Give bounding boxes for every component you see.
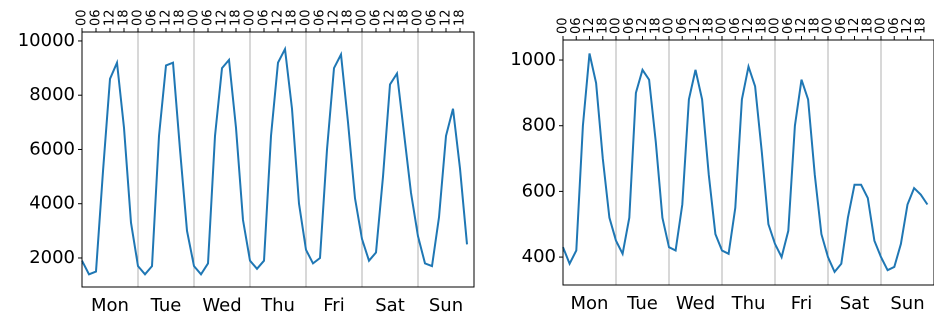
x2-tick-label: 18 [860, 17, 875, 34]
x2-tick-label: 06 [369, 9, 384, 26]
line [81, 45, 468, 276]
x2-tick-label: 00 [187, 9, 202, 26]
x2-tick-label: 06 [89, 9, 104, 26]
x2-tick-label: 00 [768, 17, 783, 34]
x2-tick-label: 18 [648, 17, 663, 34]
y-tick-label: 6000 [29, 138, 75, 159]
x2-tick-label: 12 [327, 9, 342, 26]
x-tick-label: Thu [731, 293, 766, 314]
line [562, 53, 929, 274]
x2-tick-label: 12 [635, 17, 650, 34]
x2-tick-label: 06 [145, 9, 160, 26]
x-tick-label: Sat [375, 295, 405, 316]
x2-tick-label: 12 [439, 9, 454, 26]
x2-tick-label: 12 [847, 17, 862, 34]
x2-tick-label: 18 [173, 9, 188, 26]
x2-tick-label: 06 [313, 9, 328, 26]
x-tick-label: Mon [91, 295, 129, 316]
x2-tick-label: 06 [257, 9, 272, 26]
x2-tick-label: 06 [781, 17, 796, 34]
y-tick-label: 4000 [29, 193, 75, 214]
x2-tick-label: 18 [229, 9, 244, 26]
x2-tick-label: 18 [701, 17, 716, 34]
x2-tick-label: 00 [299, 9, 314, 26]
x2-tick-label: 00 [874, 17, 889, 34]
y-tick-label: 400 [522, 246, 556, 267]
x2-tick-label: 00 [609, 17, 624, 34]
x2-tick-label: 12 [215, 9, 230, 26]
x2-tick-label: 06 [201, 9, 216, 26]
x-tick-label: Fri [791, 293, 812, 314]
x2-tick-label: 00 [715, 17, 730, 34]
x2-tick-label: 12 [900, 17, 915, 34]
y-tick-label: 10000 [18, 30, 75, 51]
x2-tick-label: 00 [131, 9, 146, 26]
x2-tick-label: 00 [662, 17, 677, 34]
x2-tick-label: 00 [821, 17, 836, 34]
x2-tick-label: 18 [595, 17, 610, 34]
x-tick-label: Mon [571, 293, 609, 314]
x2-tick-label: 12 [103, 9, 118, 26]
x2-tick-label: 18 [754, 17, 769, 34]
plot-frame [81, 31, 475, 288]
x2-tick-label: 12 [383, 9, 398, 26]
x2-tick-label: 18 [285, 9, 300, 26]
x2-tick-label: 18 [397, 9, 412, 26]
x2-tick-label: 12 [582, 17, 597, 34]
x-tick-label: Wed [676, 293, 715, 314]
x-tick-label: Sun [429, 295, 463, 316]
x-tick-label: Sat [840, 293, 870, 314]
x2-tick-label: 18 [807, 17, 822, 34]
x2-tick-label: 06 [675, 17, 690, 34]
x2-tick-label: 06 [425, 9, 440, 26]
x2-tick-label: 18 [341, 9, 356, 26]
y-tick-label: 2000 [29, 247, 75, 268]
y-tick-label: 600 [522, 180, 556, 201]
x-tick-label: Fri [323, 295, 344, 316]
x2-tick-label: 12 [794, 17, 809, 34]
x2-tick-label: 18 [913, 17, 928, 34]
y-tick-label: 1000 [510, 49, 556, 70]
x2-tick-label: 00 [243, 9, 258, 26]
x2-tick-label: 06 [622, 17, 637, 34]
x2-tick-label: 18 [453, 9, 468, 26]
x2-tick-label: 18 [117, 9, 132, 26]
x2-tick-label: 06 [887, 17, 902, 34]
x-tick-label: Thu [260, 295, 295, 316]
y-tick-label: 8000 [29, 84, 75, 105]
y-tick-label: 800 [522, 115, 556, 136]
x-tick-label: Wed [202, 295, 241, 316]
x2-tick-label: 00 [411, 9, 426, 26]
x2-tick-label: 06 [834, 17, 849, 34]
x2-tick-label: 12 [688, 17, 703, 34]
x2-tick-label: 12 [159, 9, 174, 26]
x2-tick-label: 00 [556, 17, 571, 34]
plot-frame [562, 39, 934, 286]
x2-tick-label: 00 [355, 9, 370, 26]
x2-tick-label: 12 [741, 17, 756, 34]
x2-tick-label: 06 [569, 17, 584, 34]
x2-tick-label: 00 [75, 9, 90, 26]
x-tick-label: Sun [890, 293, 924, 314]
x2-tick-label: 12 [271, 9, 286, 26]
x2-tick-label: 06 [728, 17, 743, 34]
x-tick-label: Tue [150, 295, 182, 316]
x-tick-label: Tue [626, 293, 658, 314]
